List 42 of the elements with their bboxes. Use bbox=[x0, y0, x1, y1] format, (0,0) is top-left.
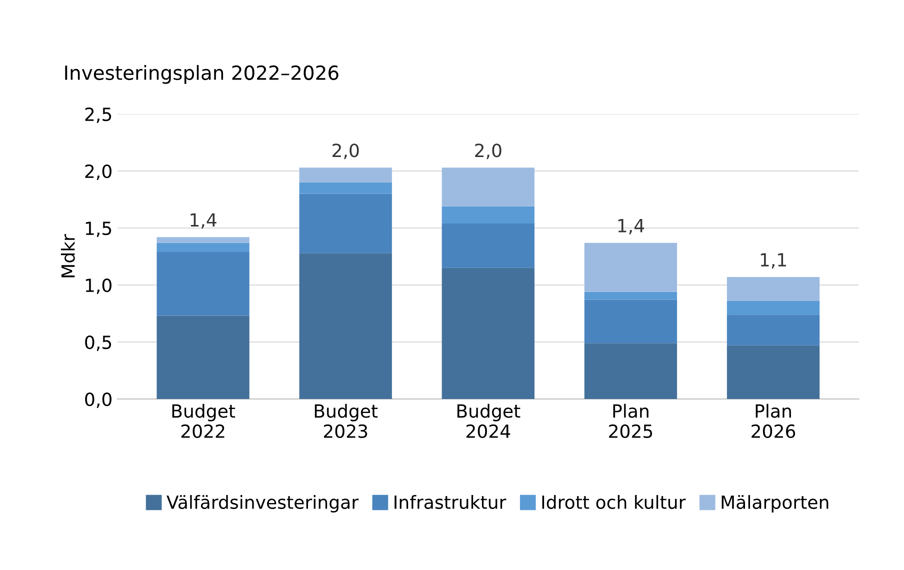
total-label: 2,0 bbox=[475, 144, 502, 160]
bar bbox=[442, 223, 534, 268]
legend-label: Mälarporten bbox=[722, 495, 828, 513]
x-tick-label: Plan 2025 bbox=[609, 404, 652, 438]
bar bbox=[584, 300, 678, 344]
bar bbox=[156, 237, 250, 243]
bar bbox=[442, 168, 534, 206]
bar bbox=[726, 345, 820, 399]
bar bbox=[156, 252, 250, 316]
bar bbox=[299, 168, 392, 182]
x-tick-label: Budget 2022 bbox=[172, 404, 236, 438]
legend-label: Infrastruktur bbox=[394, 495, 506, 510]
bar bbox=[156, 242, 250, 252]
x-tick-label: Budget 2023 bbox=[314, 404, 378, 438]
y-tick-label: 1,0 bbox=[86, 278, 112, 294]
bar bbox=[299, 194, 392, 254]
y-tick-label: 1,5 bbox=[86, 222, 112, 237]
bar bbox=[726, 300, 820, 315]
y-tick-label: 0,5 bbox=[85, 335, 112, 351]
y-tick-label: 0,0 bbox=[85, 392, 112, 408]
total-label: 1,4 bbox=[618, 219, 644, 234]
bar bbox=[584, 343, 678, 399]
bar bbox=[156, 316, 250, 399]
chart-title: Investeringsplan 2022–2026 bbox=[65, 65, 338, 84]
total-label: 2,0 bbox=[332, 144, 359, 160]
bar bbox=[299, 253, 392, 399]
bar bbox=[442, 206, 534, 224]
legend-label: Idrott och kultur bbox=[542, 495, 686, 510]
bar bbox=[584, 242, 678, 292]
bar bbox=[299, 182, 392, 194]
x-tick-label: Plan 2026 bbox=[752, 404, 796, 438]
legend-label: Välfärdsinvesteringar bbox=[166, 495, 359, 513]
y-axis-title: Mdkr bbox=[60, 234, 75, 278]
y-tick-label: 2,5 bbox=[85, 107, 112, 123]
bar bbox=[726, 277, 820, 301]
total-label: 1,4 bbox=[190, 213, 216, 229]
total-label: 1,1 bbox=[760, 253, 786, 269]
x-tick-label: Budget 2024 bbox=[457, 404, 520, 438]
bar bbox=[584, 292, 678, 300]
y-tick-label: 2,0 bbox=[85, 164, 112, 180]
bar bbox=[442, 268, 534, 399]
bar bbox=[726, 314, 820, 346]
